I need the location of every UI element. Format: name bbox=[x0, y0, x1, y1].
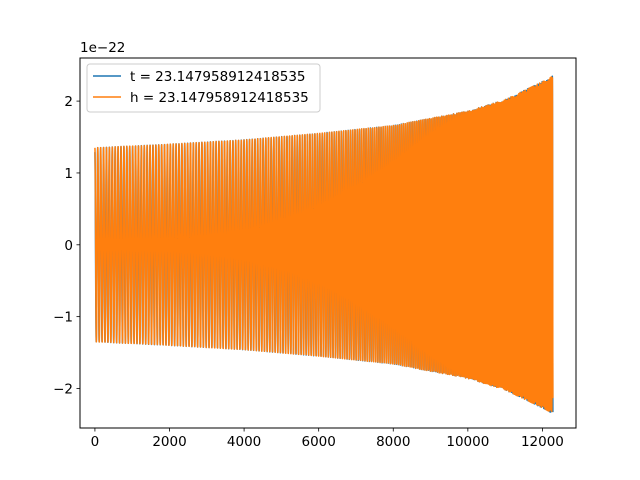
y-tick-label: 2 bbox=[64, 94, 73, 110]
x-tick-label: 6000 bbox=[301, 434, 335, 450]
legend: t = 23.147958912418535 h = 23.14795891241… bbox=[86, 63, 321, 113]
x-tick-label: 12000 bbox=[521, 434, 564, 450]
x-axis: 0 2000 4000 6000 8000 10000 12000 bbox=[91, 428, 564, 450]
legend-label: t = 23.147958912418535 bbox=[130, 69, 306, 85]
y-tick-label: −2 bbox=[53, 381, 73, 397]
axes-frame bbox=[79, 57, 577, 429]
x-tick-label: 0 bbox=[91, 434, 100, 450]
y-tick-label: −1 bbox=[53, 310, 73, 326]
x-tick-label: 10000 bbox=[446, 434, 489, 450]
x-tick-label: 2000 bbox=[152, 434, 186, 450]
x-tick-label: 8000 bbox=[376, 434, 410, 450]
x-tick-label: 4000 bbox=[227, 434, 261, 450]
y-axis: −2 −1 0 1 2 bbox=[53, 94, 80, 397]
y-tick-label: 1 bbox=[64, 166, 73, 182]
legend-label: h = 23.147958912418535 bbox=[130, 90, 309, 106]
legend-box bbox=[86, 63, 321, 113]
series-line-h bbox=[94, 76, 554, 413]
y-tick-label: 0 bbox=[64, 238, 73, 254]
y-offset-label: 1e−22 bbox=[80, 40, 125, 56]
